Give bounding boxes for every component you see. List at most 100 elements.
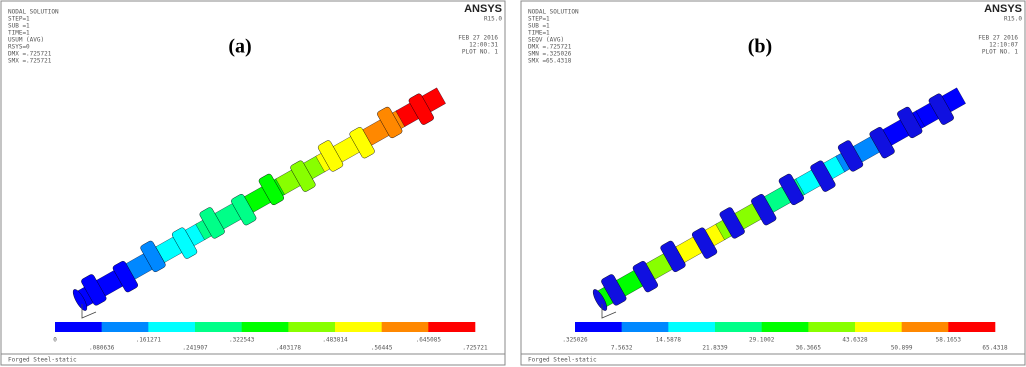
shaft-lobe (290, 160, 316, 192)
legend-band (241, 322, 289, 332)
legend-label: 43.6328 (842, 337, 868, 344)
legend-label: .161271 (136, 337, 162, 344)
panel-label: (b) (748, 36, 772, 58)
legend-label: 65.4318 (982, 345, 1008, 352)
legend-label: .325026 (562, 337, 588, 344)
legend-band (715, 322, 762, 332)
shaft-lobe (258, 173, 284, 206)
shaft-lobe (691, 227, 718, 259)
header-line: USUM (AVG) (8, 37, 44, 44)
legend-band (101, 322, 149, 332)
header-line: STEP=1 (528, 16, 550, 23)
legend-band (761, 322, 809, 332)
legend-label: 36.3665 (796, 345, 822, 352)
shaft-lobe (317, 140, 344, 172)
legend-label: .645085 (416, 337, 442, 344)
shaft-lobe (928, 93, 954, 125)
legend-label: 50.899 (891, 345, 913, 352)
legend-label: 21.8339 (702, 345, 728, 352)
shaft-lobe (751, 194, 777, 226)
shaft-lobe (869, 127, 895, 159)
header-line: DMX =.725721 (8, 51, 52, 58)
header-line: SEQV (AVG) (528, 37, 564, 44)
legend-band (148, 322, 196, 332)
header-line: SMX =65.4318 (528, 58, 572, 65)
shaft-lobe (199, 207, 225, 239)
legend-label: .241907 (182, 345, 208, 352)
axis-triad (601, 304, 617, 319)
shaft-lobe (408, 93, 434, 125)
legend-label: .080636 (89, 345, 115, 352)
brand: ANSYS (464, 3, 502, 15)
shaft-lobe (778, 173, 804, 206)
header-line: STEP=1 (8, 16, 30, 23)
stamp-line: PLOT NO. 1 (982, 49, 1019, 56)
panel-label: (a) (228, 36, 251, 58)
legend-band (668, 322, 716, 332)
legend-band (55, 322, 102, 332)
panel-frame (0, 0, 506, 366)
legend-band (855, 322, 902, 332)
legend-label: 7.5632 (611, 345, 633, 352)
legend-label: 0 (53, 337, 57, 344)
crankshaft (72, 87, 446, 311)
header-line: RSYS=0 (8, 44, 30, 51)
legend-band (428, 322, 476, 332)
footer: Forged Steel-static (528, 357, 597, 364)
legend-band (808, 322, 856, 332)
legend-label: .483814 (322, 337, 348, 344)
shaft-lobe (601, 274, 627, 306)
shaft-lobe (171, 227, 198, 259)
header-line: TIME=1 (528, 30, 550, 37)
legend-band (901, 322, 949, 332)
legend-label: .725721 (462, 345, 488, 352)
header-line: TIME=1 (8, 30, 30, 37)
legend-band (335, 322, 382, 332)
header-line: SUB =1 (528, 23, 550, 30)
stamp-line: FEB 27 2016 (978, 35, 1018, 42)
shaft-lobe (140, 240, 166, 273)
legend-label: 14.5878 (656, 337, 682, 344)
axis-triad (81, 304, 97, 319)
shaft-lobe (660, 240, 686, 273)
legend-band (195, 322, 242, 332)
legend-band (948, 322, 996, 332)
shaft-lobe (632, 261, 658, 293)
legend-label: .403178 (276, 345, 302, 352)
stamp-line: FEB 27 2016 (458, 35, 498, 42)
legend-label: 58.1653 (936, 337, 962, 344)
header-line: SUB =1 (8, 23, 30, 30)
shaft-lobe (112, 261, 138, 293)
legend-band (381, 322, 429, 332)
shaft-lobe (377, 106, 403, 139)
shaft-end (592, 289, 608, 311)
shaft-lobe (897, 106, 923, 139)
header-line: SMX =.725721 (8, 58, 52, 65)
shaft-end (72, 289, 88, 311)
header-line: NODAL SOLUTION (528, 9, 579, 16)
stamp-line: 12:10:07 (989, 42, 1018, 49)
panel-frame (520, 0, 1026, 366)
footer: Forged Steel-static (8, 357, 77, 364)
brand: ANSYS (984, 3, 1022, 15)
shaft-lobe (719, 207, 745, 239)
shaft-lobe (81, 274, 107, 306)
legend-label: .322543 (229, 337, 255, 344)
shaft-lobe (349, 127, 375, 159)
legend-label: .56445 (371, 345, 393, 352)
header-line: DMX =.725721 (528, 44, 572, 51)
legend-band (288, 322, 336, 332)
legend-band (575, 322, 622, 332)
shaft-lobe (231, 194, 257, 226)
stamp-line: 12:00:31 (469, 42, 498, 49)
version: R15.0 (1004, 16, 1022, 23)
header-line: NODAL SOLUTION (8, 9, 59, 16)
legend-band (621, 322, 669, 332)
shaft-lobe (810, 160, 836, 192)
legend-label: 29.1002 (749, 337, 775, 344)
header-line: SMN =.325026 (528, 51, 572, 58)
stamp-line: PLOT NO. 1 (462, 49, 499, 56)
